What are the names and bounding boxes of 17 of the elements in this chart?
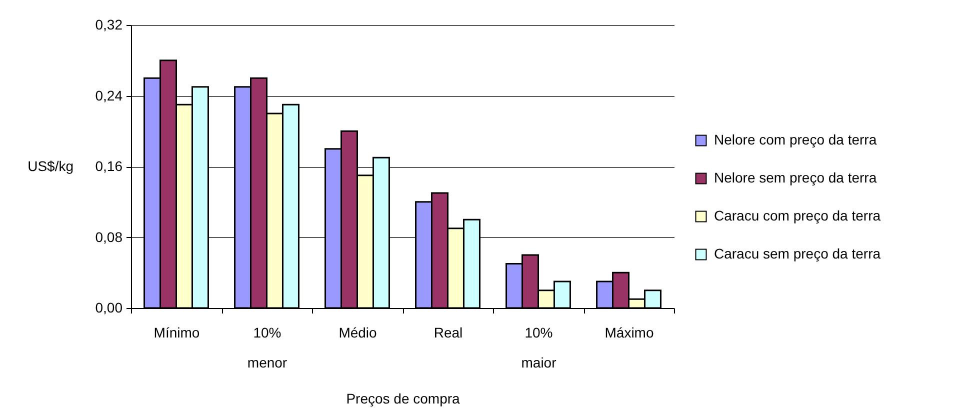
- y-axis-title: US$/kg: [28, 158, 74, 174]
- y-tick-label: 0,32: [95, 16, 123, 32]
- x-tick-label: Mínimo: [154, 324, 200, 340]
- x-tick-label: 10% maior: [521, 324, 557, 370]
- y-tick-label: 0,00: [95, 300, 123, 316]
- x-tick-label: Máximo: [604, 324, 654, 340]
- y-tick-label: 0,08: [95, 228, 123, 245]
- y-tick-label: 0,16: [95, 158, 123, 174]
- legend-label: Caracu sem preço da terra: [714, 246, 881, 262]
- legend-label: Nelore sem preço da terra: [714, 170, 877, 186]
- y-tick-label: 0,24: [95, 87, 123, 104]
- x-tick-label: Médio: [338, 324, 378, 340]
- x-tick-label: Real: [434, 324, 463, 340]
- x-axis-title: Preços de compra: [346, 390, 460, 406]
- x-tick-label: 10% menor: [247, 324, 288, 370]
- legend-label: Nelore com preço da terra: [714, 132, 877, 148]
- legend-label: Caracu com preço da terra: [714, 208, 881, 224]
